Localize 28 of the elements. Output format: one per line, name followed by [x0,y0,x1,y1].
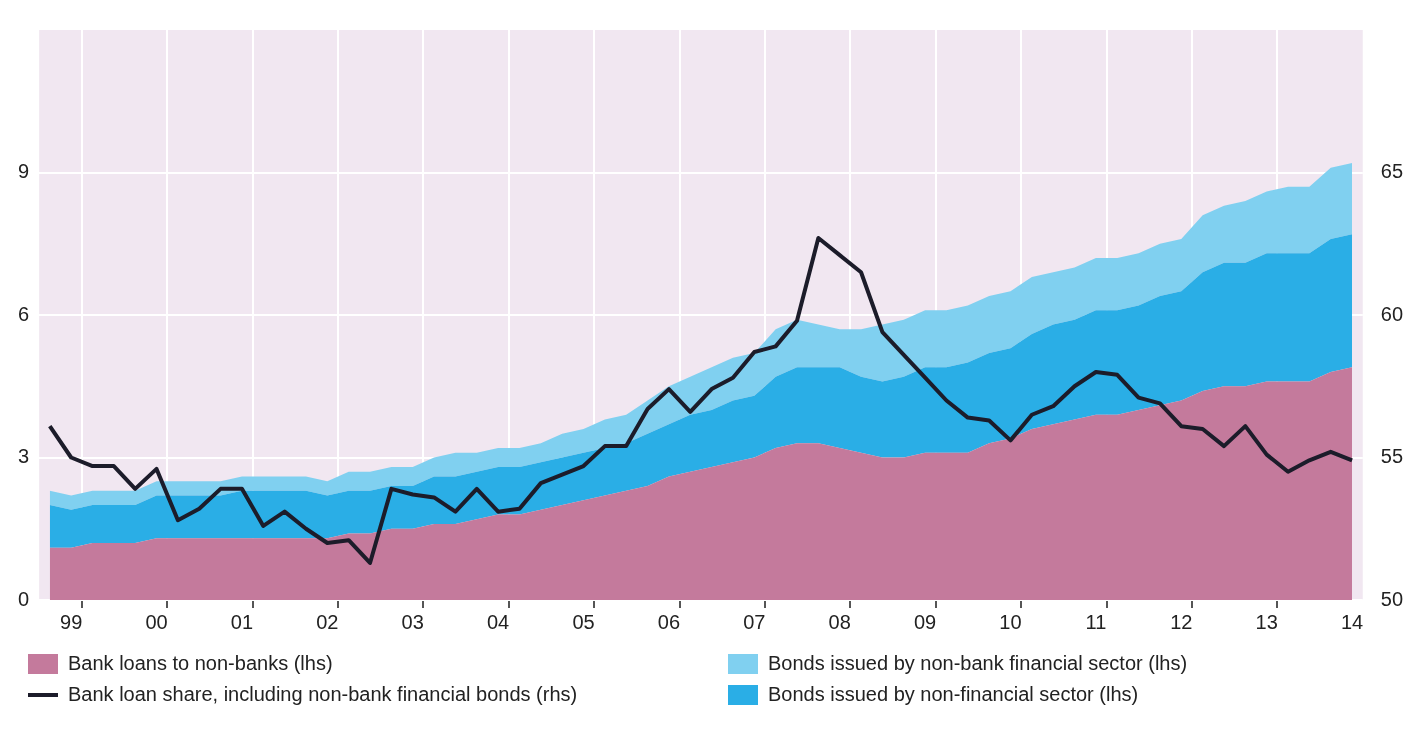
x-tick-label: 10 [999,610,1022,633]
x-tick-label: 05 [572,610,595,633]
y2-tick-label: 65 [1380,160,1403,183]
x-tick-label: 00 [145,610,168,633]
x-tick-label: 03 [401,610,424,633]
legend-label: Bonds issued by non-bank financial sector (lhs) [768,652,1188,675]
legend-label: Bank loans to non-banks (lhs) [68,652,333,675]
x-tick-label: 09 [913,610,937,633]
x-tick-label: 06 [657,610,681,633]
x-tick-label: 14 [1340,610,1364,633]
legend-label: Bonds issued by non-financial sector (lhs) [768,683,1139,706]
x-tick-label: 04 [487,610,510,633]
x-tick-label: 13 [1255,610,1278,633]
x-tick-label: 07 [743,610,766,633]
x-tick-label: 01 [230,610,254,633]
y-tick-label: 9 [18,160,30,183]
y-tick-label: 0 [18,587,30,610]
y-tick-label: 3 [18,445,30,468]
x-tick-label: 08 [828,610,851,633]
y2-tick-label: 50 [1380,587,1403,610]
x-tick-label: 99 [60,610,83,633]
legend-label: Bank loan share, including non-bank financial bonds (rhs) [68,683,578,706]
x-tick-label: 12 [1170,610,1193,633]
x-tick-label: 02 [316,610,339,633]
y-tick-label: 6 [18,302,30,325]
x-tick-label: 11 [1085,610,1107,633]
y2-tick-label: 55 [1380,445,1403,468]
y2-tick-label: 60 [1380,302,1403,325]
